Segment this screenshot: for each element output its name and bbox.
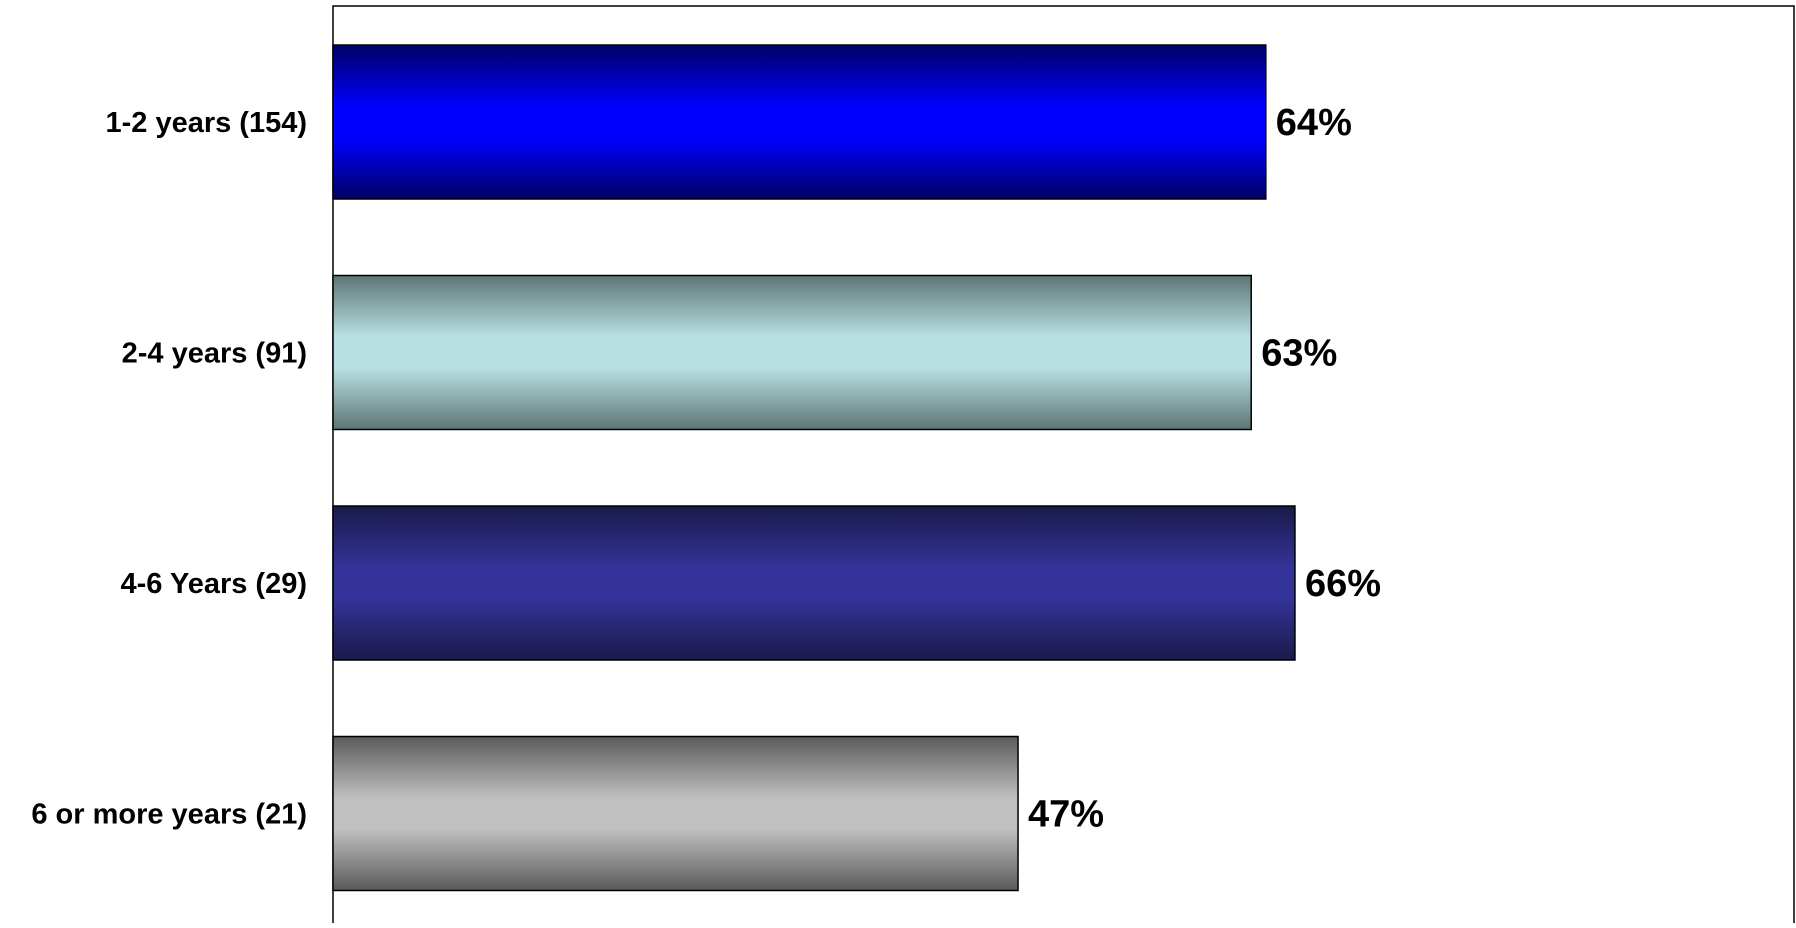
bars-layer (332, 44, 1296, 892)
bar (332, 735, 1019, 892)
bar (332, 505, 1296, 661)
value-label: 63% (1261, 333, 1337, 375)
value-label: 64% (1276, 102, 1352, 144)
bar (332, 44, 1267, 200)
category-label: 1-2 years (154) (105, 107, 307, 139)
category-labels: 1-2 years (154) 2-4 years (91) 4-6 Years (… (31, 107, 307, 831)
category-label: 6 or more years (21) (31, 799, 307, 831)
value-label: 47% (1028, 794, 1104, 836)
bar (332, 274, 1252, 431)
value-label: 66% (1305, 563, 1381, 605)
value-labels: 64% 63% 66% 47% (1028, 102, 1381, 836)
category-label: 2-4 years (91) (122, 338, 307, 370)
category-label: 4-6 Years (29) (121, 568, 308, 600)
